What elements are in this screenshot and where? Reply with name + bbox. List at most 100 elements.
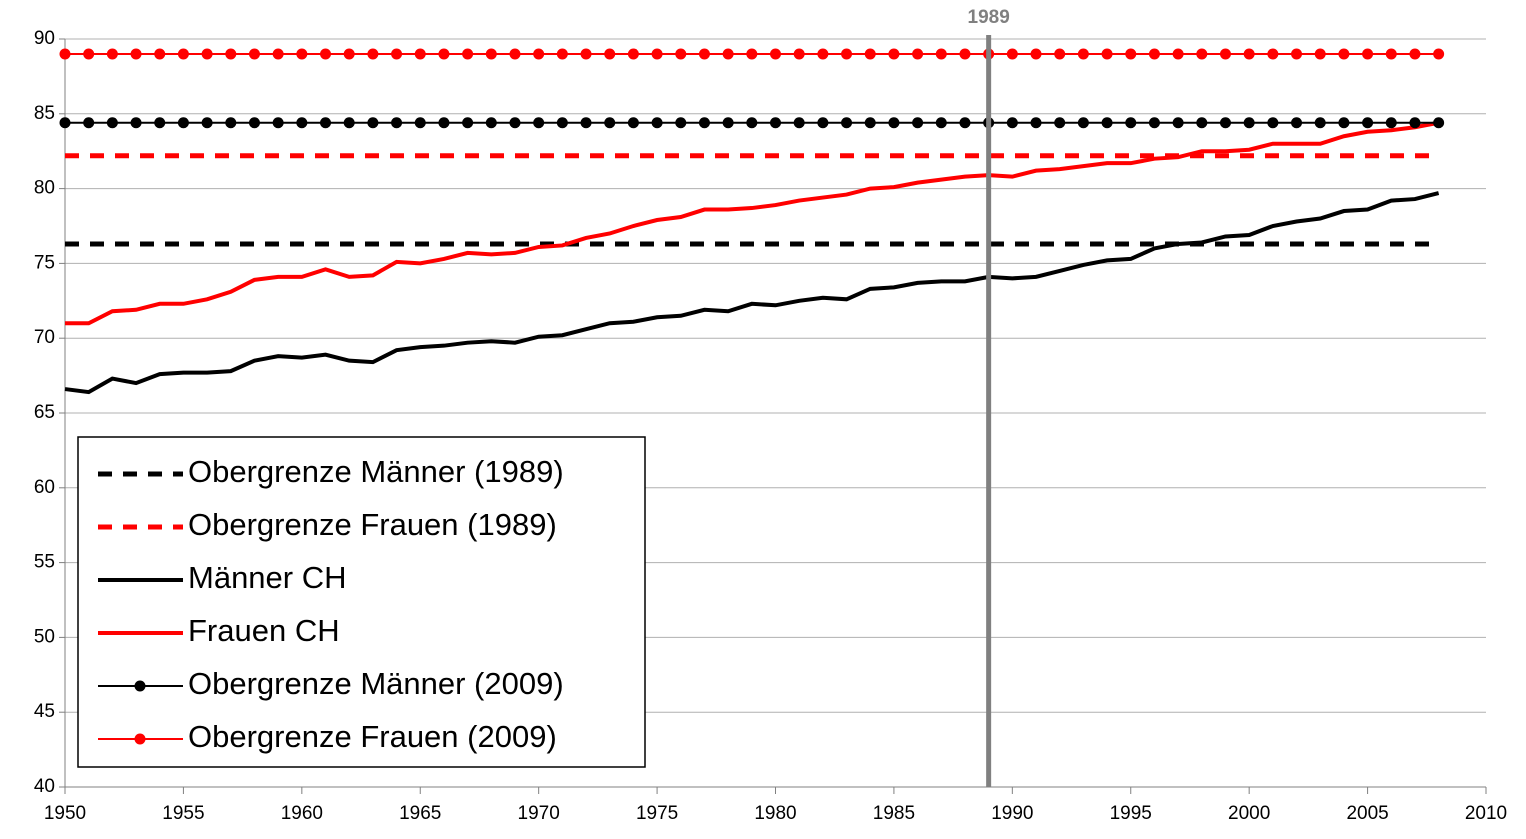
series-marker (1125, 117, 1137, 129)
series-marker (841, 117, 853, 129)
series-marker (462, 117, 474, 129)
series-line (64, 191, 1440, 395)
series-marker (1077, 117, 1089, 129)
series-marker (1409, 117, 1421, 129)
series-marker (1030, 48, 1042, 60)
y-tick-label: 45 (34, 701, 55, 722)
series-marker (1409, 48, 1421, 60)
series-marker (367, 48, 379, 60)
series-marker (1148, 48, 1160, 60)
x-tick-label: 1975 (636, 803, 678, 824)
series-marker (959, 117, 971, 129)
series-marker (1291, 117, 1303, 129)
legend-marker (134, 680, 146, 692)
y-tick-label: 65 (34, 402, 55, 423)
series-marker (320, 117, 332, 129)
series-marker (485, 117, 497, 129)
x-tick-label: 1960 (281, 803, 323, 824)
x-tick-label: 1950 (44, 803, 86, 824)
legend-label: Obergrenze Frauen (2009) (188, 719, 557, 754)
series-marker (1338, 117, 1350, 129)
x-tick-label: 2010 (1465, 803, 1507, 824)
x-tick-label: 1955 (162, 803, 204, 824)
series-marker (248, 48, 260, 60)
series-marker (651, 48, 663, 60)
series-marker (770, 48, 781, 60)
series-marker (1243, 117, 1255, 129)
series-marker (1338, 48, 1350, 60)
x-tick-label: 1985 (873, 803, 915, 824)
series-marker (1101, 48, 1113, 60)
y-tick-label: 75 (34, 252, 55, 273)
series-marker (888, 48, 900, 60)
series-marker (1314, 48, 1326, 60)
series-marker (746, 48, 758, 60)
series-marker (770, 117, 781, 129)
series-marker (1006, 117, 1018, 129)
y-tick-label: 70 (34, 327, 55, 348)
series-marker (604, 48, 616, 60)
series-marker (248, 117, 260, 129)
series-marker (556, 117, 568, 129)
series-marker (201, 117, 213, 129)
y-tick-label: 85 (34, 103, 55, 124)
y-tick-label: 80 (34, 178, 55, 199)
y-tick-label: 60 (34, 477, 55, 498)
series-marker (343, 48, 355, 60)
series-marker (1196, 48, 1208, 60)
legend-label: Obergrenze Männer (1989) (188, 454, 564, 489)
series-marker (225, 117, 237, 129)
series-marker (935, 117, 947, 129)
x-tick-label: 1995 (1110, 803, 1152, 824)
series-marker (580, 48, 592, 60)
series-marker (414, 48, 426, 60)
series-marker (1101, 117, 1113, 129)
series-marker (675, 48, 687, 60)
series-marker (59, 117, 71, 129)
series-marker (1054, 48, 1066, 60)
x-tick-label: 2005 (1346, 803, 1388, 824)
y-tick-label: 55 (34, 552, 55, 573)
series-marker (841, 48, 853, 60)
series-marker (1196, 117, 1208, 129)
series-marker (438, 117, 450, 129)
legend-label: Obergrenze Männer (2009) (188, 666, 564, 701)
legend: Obergrenze Männer (1989) Obergrenze Fraue… (77, 436, 646, 768)
series-marker (1054, 117, 1066, 129)
series-marker (106, 48, 118, 60)
x-tick-label: 1965 (399, 803, 441, 824)
x-tick-label: 1990 (991, 803, 1033, 824)
series-marker (177, 117, 189, 129)
legend-label: Frauen CH (188, 613, 340, 648)
series-marker (1219, 48, 1231, 60)
series-marker (912, 48, 924, 60)
series-marker (177, 48, 189, 60)
series-marker (1291, 48, 1303, 60)
series-marker (627, 117, 639, 129)
series-marker (1314, 117, 1326, 129)
series-marker (533, 48, 545, 60)
series-marker (59, 48, 71, 60)
series-marker (1433, 48, 1445, 60)
series-marker (130, 117, 142, 129)
series-marker (414, 117, 426, 129)
series-marker (462, 48, 474, 60)
series-marker (1219, 117, 1231, 129)
legend-label: Obergrenze Frauen (1989) (188, 507, 557, 542)
series-marker (675, 117, 687, 129)
series-marker (106, 117, 118, 129)
series-marker (793, 117, 805, 129)
series-marker (698, 48, 710, 60)
series-marker (1148, 117, 1160, 129)
series-marker (296, 117, 308, 129)
series-marker (201, 48, 213, 60)
series-marker (1077, 48, 1089, 60)
series-marker (1385, 117, 1397, 129)
series-marker (627, 48, 639, 60)
legend-marker (134, 733, 146, 745)
series-marker (1385, 48, 1397, 60)
series-marker (83, 117, 95, 129)
series-marker (722, 48, 734, 60)
series-marker (438, 48, 450, 60)
series-marker (320, 48, 332, 60)
